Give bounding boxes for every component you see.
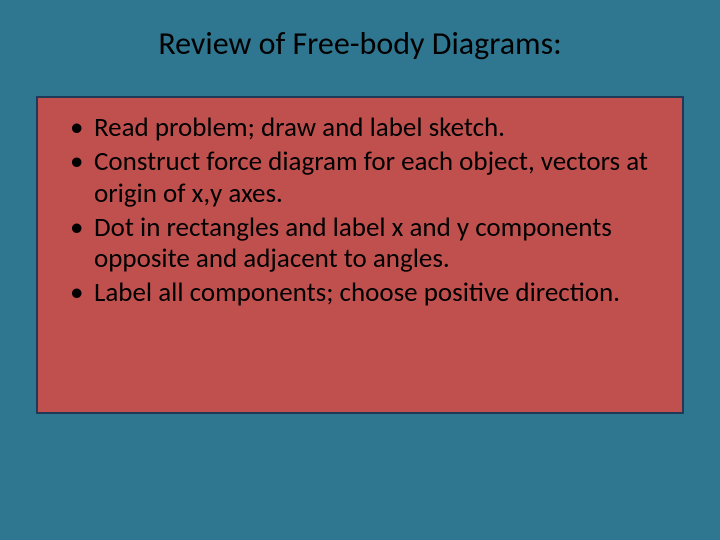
- list-item: Read problem; draw and label sketch.: [66, 112, 662, 144]
- list-item: Construct force diagram for each object,…: [66, 146, 662, 210]
- slide: Review of Free-body Diagrams: Read probl…: [0, 0, 720, 540]
- slide-title: Review of Free-body Diagrams:: [0, 24, 720, 63]
- list-item: Label all components; choose positive di…: [66, 277, 662, 309]
- bullet-list: Read problem; draw and label sketch. Con…: [66, 112, 662, 311]
- list-item: Dot in rectangles and label x and y comp…: [66, 212, 662, 276]
